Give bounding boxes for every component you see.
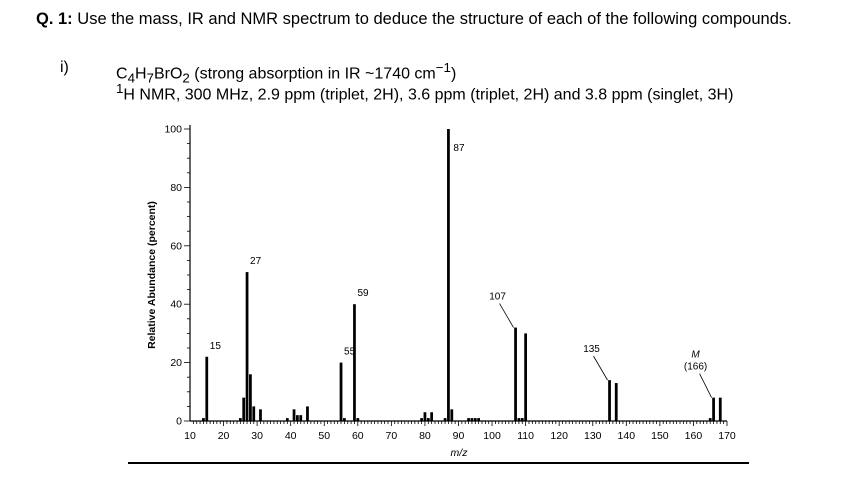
peak-bar [520, 418, 524, 421]
peak-bar [608, 380, 611, 421]
x-tick-label: 40 [285, 430, 297, 442]
peak-bar [242, 397, 246, 421]
peak-bar [712, 397, 715, 421]
peak-bar [426, 418, 430, 421]
peak-label: 27 [250, 256, 262, 267]
x-tick-label: 10 [184, 430, 196, 442]
chart-axes: 10 20 30 40 50 60 70 80 90 100 110 120 130 140 150 160 1… [164, 124, 735, 443]
formula-c: C [116, 65, 128, 83]
peak-bar [356, 418, 360, 421]
peak-leader-line [593, 355, 608, 381]
question-label: Q. 1: [36, 10, 73, 28]
peak-bar [420, 418, 423, 421]
peak-bar [202, 418, 205, 421]
chart-bars [202, 129, 722, 421]
bottom-rule [128, 462, 749, 464]
formula-h: H [134, 65, 147, 83]
x-tick-label: 140 [618, 430, 636, 442]
nmr-text: H NMR, 300 MHz, 2.9 ppm (triplet, 2H), 3… [123, 86, 734, 104]
peak-label: 135 [583, 344, 600, 355]
y-tick-label: 60 [170, 240, 182, 252]
peak-bar [718, 397, 722, 421]
peak-bar [339, 362, 343, 421]
formula-o-count: 2 [182, 70, 190, 86]
formula-line: C4H7BrO2 (strong absorption in IR ~1740 … [116, 58, 456, 88]
y-tick-label: 80 [170, 182, 182, 194]
x-tick-label: 70 [386, 430, 398, 442]
peak-bar [423, 412, 427, 421]
x-axis-label: m/z [451, 447, 469, 459]
ir-close: ) [450, 65, 457, 83]
peak-label: 55 [344, 347, 356, 358]
peak-label-m: M [691, 350, 700, 361]
peak-bar [252, 406, 256, 421]
x-tick-label: 160 [685, 430, 703, 442]
peak-bar [614, 383, 618, 421]
peak-bar [477, 418, 481, 421]
peak-label-m-value: (166) [684, 362, 707, 373]
peak-bar [430, 412, 434, 421]
peak-bar [259, 409, 262, 421]
x-tick-label: 60 [352, 430, 364, 442]
nmr-line: 1H NMR, 300 MHz, 2.9 ppm (triplet, 2H), … [116, 79, 733, 104]
peak-leader-line [499, 303, 514, 328]
formula-c-count: 4 [127, 70, 135, 86]
peak-bar [467, 418, 470, 421]
peak-bar [285, 418, 289, 421]
x-tick-label: 20 [218, 430, 230, 442]
x-tick-label: 50 [318, 430, 330, 442]
peak-label: 107 [489, 292, 506, 303]
y-tick-label: 40 [170, 299, 182, 311]
part-marker: i) [60, 59, 69, 76]
x-tick-label: 150 [651, 430, 669, 442]
ir-text: (strong absorption in IR ~1740 cm [194, 65, 436, 83]
peak-bar [245, 272, 249, 421]
question-paragraph: Q. 1: Use the mass, IR and NMR spectrum … [36, 10, 848, 29]
x-tick-label: 130 [584, 430, 602, 442]
peak-bar [249, 374, 252, 421]
peak-bar [353, 304, 356, 421]
peak-bar [447, 129, 450, 421]
peak-bar [517, 418, 521, 421]
peak-bar [470, 418, 474, 421]
peak-bar [205, 356, 209, 421]
peak-bar [524, 333, 528, 421]
x-tick-label: 30 [251, 430, 263, 442]
peak-bar [443, 418, 447, 421]
peak-bar [238, 418, 242, 421]
y-tick-label: 100 [164, 124, 182, 136]
peak-label: 59 [357, 288, 369, 299]
x-tick-label: 110 [517, 430, 534, 442]
peak-label: 87 [453, 143, 465, 154]
chart-labels: 15 27 55 59 87 107 135 M(166) [210, 143, 712, 398]
peak-bar [473, 418, 477, 421]
peak-bar [514, 327, 517, 421]
peak-bar [292, 409, 296, 421]
peak-bar [306, 406, 309, 421]
y-tick-label: 0 [176, 416, 182, 428]
nmr-superscript: 1 [116, 81, 124, 96]
x-tick-label: 120 [550, 430, 568, 442]
peak-bar [299, 415, 303, 421]
y-tick-label: 20 [170, 357, 182, 369]
peak-leader-line [699, 373, 712, 398]
x-tick-label: 170 [718, 430, 736, 442]
x-tick-label: 80 [419, 430, 431, 442]
x-tick-label: 100 [483, 430, 501, 442]
question-text: Use the mass, IR and NMR spectrum to ded… [77, 10, 792, 28]
x-tick-label: 90 [453, 430, 465, 442]
ir-exponent: −1 [435, 60, 451, 75]
peak-bar [343, 418, 346, 421]
formula-bro: BrO [153, 65, 183, 83]
formula-h-count: 7 [146, 70, 154, 86]
peak-label: 15 [210, 341, 222, 352]
peak-bar [450, 409, 454, 421]
peak-bar [708, 418, 712, 421]
y-axis-label: Relative Abundance (percent) [146, 201, 158, 349]
peak-bar [296, 415, 299, 421]
